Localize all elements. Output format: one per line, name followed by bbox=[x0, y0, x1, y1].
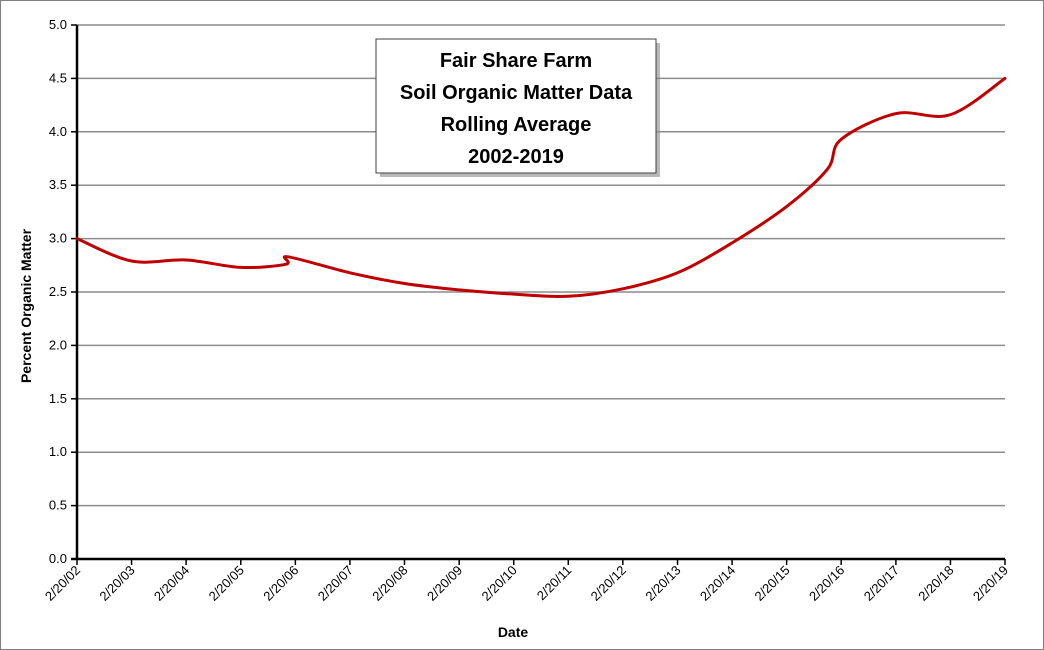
y-tick-label: 3.0 bbox=[49, 231, 67, 246]
x-tick-label: 2/20/16 bbox=[806, 563, 847, 604]
x-tick-label: 2/20/06 bbox=[260, 563, 301, 604]
x-tick-label: 2/20/05 bbox=[206, 563, 247, 604]
x-tick-label: 2/20/07 bbox=[315, 563, 356, 604]
x-tick-label: 2/20/13 bbox=[642, 563, 683, 604]
axes bbox=[71, 24, 1006, 565]
y-tick-label: 5.0 bbox=[49, 17, 67, 32]
y-tick-label: 1.5 bbox=[49, 391, 67, 406]
y-tick-label: 4.0 bbox=[49, 124, 67, 139]
y-tick-label: 4.5 bbox=[49, 70, 67, 85]
x-tick-label: 2/20/12 bbox=[588, 563, 629, 604]
gridlines bbox=[77, 24, 1005, 507]
title-box bbox=[375, 38, 657, 174]
y-tick-labels: 0.0 0.5 1.0 1.5 2.0 2.5 3.0 3.5 4.0 4.5 5.0 bbox=[49, 17, 67, 566]
title-line-2: Soil Organic Matter Data bbox=[400, 82, 633, 104]
y-tick-label: 0.0 bbox=[49, 551, 67, 566]
y-axis-title: Percent Organic Matter bbox=[18, 228, 34, 383]
series-line bbox=[75, 76, 1007, 299]
x-tick-labels: 2/20/02 2/20/03 2/20/04 2/20/05 2/20/06 2/20/… bbox=[42, 563, 1011, 604]
x-tick-label: 2/20/03 bbox=[96, 563, 137, 604]
y-tick-label: 2.5 bbox=[49, 284, 67, 299]
x-tick-label: 2/20/04 bbox=[151, 563, 192, 604]
y-tick-label: 2.0 bbox=[49, 337, 67, 352]
title-line-3: Rolling Average bbox=[441, 114, 592, 136]
x-axis-title: Date bbox=[498, 624, 529, 640]
x-tick-label: 2/20/11 bbox=[534, 563, 575, 604]
x-tick-label: 2/20/09 bbox=[424, 563, 465, 604]
x-tick-label: 2/20/10 bbox=[479, 563, 520, 604]
x-tick-label: 2/20/18 bbox=[915, 563, 956, 604]
x-tick-label: 2/20/17 bbox=[861, 563, 902, 604]
chart-title-box: Fair Share Farm Soil Organic Matter Data… bbox=[375, 38, 657, 174]
series-layer bbox=[75, 76, 1007, 299]
title-line-1: Fair Share Farm bbox=[440, 50, 592, 72]
x-tick-label: 2/20/19 bbox=[970, 563, 1011, 604]
y-tick-label: 3.5 bbox=[49, 177, 67, 192]
x-tick-label: 2/20/08 bbox=[369, 563, 410, 604]
title-line-4: 2002-2019 bbox=[468, 146, 564, 168]
x-tick-label: 2/20/15 bbox=[751, 563, 792, 604]
x-tick-label: 2/20/02 bbox=[42, 563, 83, 604]
y-tick-label: 0.5 bbox=[49, 498, 67, 513]
y-tick-label: 1.0 bbox=[49, 444, 67, 459]
x-tick-label: 2/20/14 bbox=[697, 563, 738, 604]
